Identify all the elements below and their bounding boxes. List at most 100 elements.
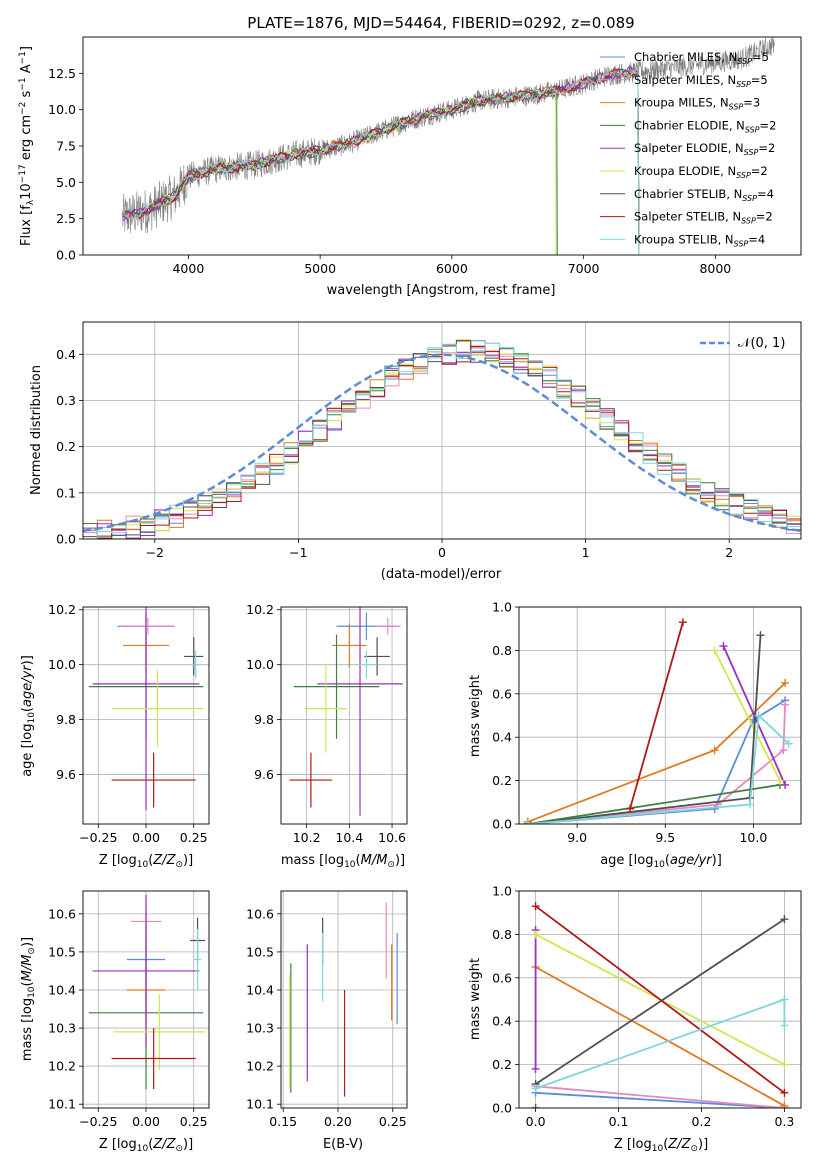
spectrum-panel: PLATE=1876, MJD=54464, FIBERID=0292, z=0…	[18, 14, 802, 298]
x-tick-label: 4000	[172, 261, 204, 276]
y-tick-label: 9.6	[56, 767, 76, 782]
y-tick-label: 5.0	[56, 175, 76, 190]
plot-area	[289, 607, 403, 816]
x-tick-label: 10.2	[293, 830, 321, 845]
y-tick-label: 12.5	[48, 66, 76, 81]
axes-frame	[82, 36, 802, 256]
legend-entry: Chabrier ELODIE, NSSP=2	[634, 118, 776, 134]
mass-weight-line	[629, 621, 684, 810]
y-tick-label: 0.2	[56, 439, 76, 454]
x-tick-label: −0.25	[79, 1114, 117, 1129]
axis-frame: 9.0 9.5 10.0 0.0 0.2 0.4 0.6 0.8 1.0	[492, 600, 802, 845]
x-tick-label: 10.4	[335, 830, 363, 845]
axes-frame	[82, 606, 210, 825]
mass-weight-line	[527, 713, 790, 824]
y-tick-label: 10.2	[48, 602, 76, 617]
plot-area	[88, 607, 204, 811]
x-tick-label: 10.0	[739, 830, 767, 845]
axes-frame	[82, 890, 210, 1109]
plot-area	[83, 339, 801, 539]
y-tick-label: 10.0	[246, 657, 274, 672]
weightZ-ylabel: mass weight	[468, 958, 483, 1040]
legend-entry: Salpeter MILES, NSSP=5	[634, 73, 768, 89]
x-tick-label: 2	[725, 545, 733, 560]
y-tick-label: 0.2	[492, 773, 512, 788]
y-tick-label: 9.8	[56, 712, 76, 727]
y-tick-label: 10.3	[48, 1021, 76, 1036]
x-tick-label: 0.00	[132, 830, 160, 845]
x-tick-label: 0	[438, 545, 446, 560]
plot-area	[289, 902, 398, 1097]
y-tick-label: 0.6	[492, 970, 512, 985]
mass-weight-line	[535, 905, 785, 1094]
residual-histogram-series	[83, 342, 801, 539]
residual-histogram-series	[83, 345, 801, 539]
y-tick-label: 0.0	[492, 1101, 512, 1116]
mass-weight-line	[535, 966, 785, 1107]
y-tick-label: 0.3	[56, 393, 76, 408]
axes-frame	[518, 606, 802, 825]
x-tick-label: 8000	[699, 261, 731, 276]
y-tick-label: 1.0	[492, 884, 512, 899]
y-tick-label: 0.4	[492, 730, 512, 745]
weightZ-xlabel: Z [log10(Z/Z⊙)]	[614, 1137, 708, 1154]
mass-weight-line	[527, 784, 781, 824]
axes-frame	[518, 890, 802, 1109]
x-tick-label: 10.6	[378, 830, 406, 845]
histogram-panel: −2 −1 0 1 2 0.0 0.1 0.2 0.3 0.4 (data-model)/erro…	[29, 321, 802, 582]
x-tick-label: 0.00	[132, 1114, 160, 1129]
y-tick-label: 10.1	[48, 1097, 76, 1112]
age-vs-mass-axes: 10.2 10.4 10.6 9.6 9.8 10.0 10.2	[246, 602, 408, 845]
y-tick-label: 10.2	[246, 602, 274, 617]
x-tick-label: 0.25	[379, 1114, 407, 1129]
y-tick-label: 10.6	[246, 906, 274, 921]
x-tick-label: −1	[289, 545, 307, 560]
legend-normal-label: 𝒩(0, 1)	[738, 336, 785, 351]
axis-frame: 4000 5000 6000 7000 8000 0.0 2.5 5.0 7.5 10.0 12.5	[48, 36, 802, 276]
weight-vs-age-axes: 9.0 9.5 10.0 0.0 0.2 0.4 0.6 0.8 1.0	[492, 600, 802, 845]
y-tick-label: 10.5	[48, 944, 76, 959]
axis-frame: −2 −1 0 1 2 0.0 0.1 0.2 0.3 0.4	[56, 321, 802, 560]
y-tick-label: 0.4	[492, 1014, 512, 1029]
y-tick-label: 0.0	[56, 532, 76, 547]
x-tick-label: 0.25	[180, 1114, 208, 1129]
spectrum-ylabel: Flux [fλ10−17 erg cm−2 s−1 A−1]	[18, 46, 36, 246]
x-tick-label: 6000	[436, 261, 468, 276]
y-tick-label: 7.5	[56, 139, 76, 154]
normal-curve	[83, 353, 801, 533]
y-tick-label: 2.5	[56, 211, 76, 226]
y-tick-label: 10.0	[48, 657, 76, 672]
residual-histogram-axes: −2 −1 0 1 2 0.0 0.1 0.2 0.3 0.4	[56, 321, 802, 560]
axes-frame	[280, 606, 408, 825]
y-tick-label: 10.2	[48, 1059, 76, 1074]
x-tick-label: 0.2	[692, 1114, 712, 1129]
y-tick-label: 0.8	[492, 927, 512, 942]
y-tick-label: 10.3	[246, 1021, 274, 1036]
weightAge-xlabel: age [log10(age/yr)]	[600, 853, 722, 870]
weight-vs-Z-axes: 0.0 0.1 0.2 0.3 0.0 0.2 0.4 0.6 0.8 1.0	[492, 884, 802, 1129]
y-tick-label: 0.0	[492, 817, 512, 832]
y-tick-label: 0.2	[492, 1057, 512, 1072]
y-tick-label: 9.6	[254, 767, 274, 782]
y-tick-label: 10.5	[246, 944, 274, 959]
histogram-legend: 𝒩(0, 1)	[700, 336, 785, 351]
axis-frame: −0.25 0.00 0.25 10.1 10.2 10.3 10.4 10.5 10.6	[48, 890, 210, 1129]
legend-entry: Salpeter STELIB, NSSP=2	[634, 210, 773, 226]
age-vs-Z-axes: −0.25 0.00 0.25 9.6 9.8 10.0 10.2	[48, 602, 210, 845]
y-tick-label: 10.1	[246, 1097, 274, 1112]
y-tick-label: 0.1	[56, 485, 76, 500]
spectrum-title: PLATE=1876, MJD=54464, FIBERID=0292, z=0…	[247, 14, 634, 32]
plot-area	[523, 618, 793, 824]
histogram-ylabel: Normed distribution	[29, 365, 44, 495]
y-tick-label: 1.0	[492, 600, 512, 615]
y-tick-label: 0.6	[492, 686, 512, 701]
massZ-xlabel: Z [log10(Z/Z⊙)]	[99, 1137, 193, 1154]
mass-vs-Z-axes: −0.25 0.00 0.25 10.1 10.2 10.3 10.4 10.5 10.6	[48, 890, 210, 1129]
y-tick-label: 10.4	[48, 982, 76, 997]
x-tick-label: 0.15	[269, 1114, 297, 1129]
legend-entry: Chabrier STELIB, NSSP=4	[634, 187, 774, 203]
y-tick-label: 9.8	[254, 712, 274, 727]
x-tick-label: 0.0	[526, 1114, 546, 1129]
axes-frame	[280, 890, 408, 1109]
